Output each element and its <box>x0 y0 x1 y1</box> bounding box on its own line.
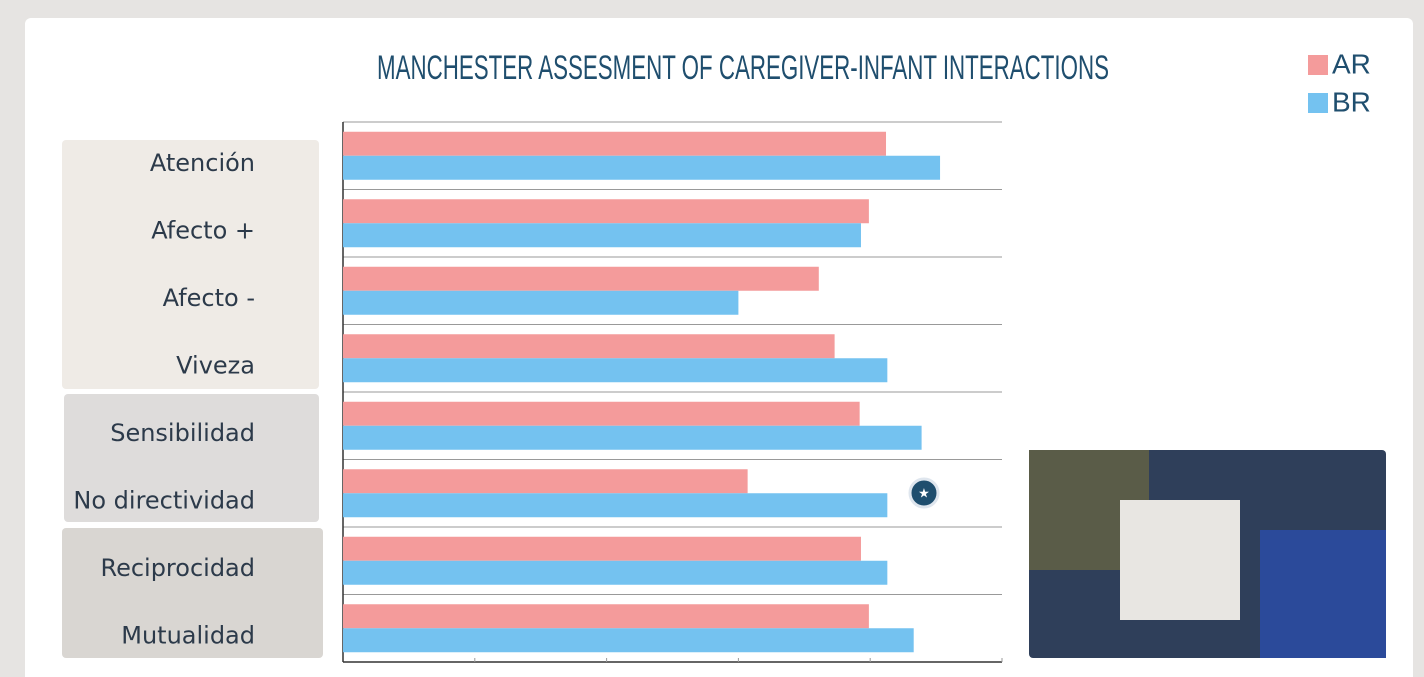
photo-detail <box>1120 500 1240 620</box>
chart-title: MANCHESTER ASSESMENT OF CAREGIVER-INFANT… <box>377 49 1109 87</box>
bar <box>343 223 861 247</box>
category-label: Afecto + <box>151 216 255 244</box>
chart: MANCHESTER ASSESMENT OF CAREGIVER-INFANT… <box>0 0 1424 677</box>
category-label: No directividad <box>73 486 255 514</box>
bar <box>343 426 922 450</box>
bar <box>343 628 914 652</box>
legend-label: BR <box>1332 86 1371 117</box>
page: MANCHESTER ASSESMENT OF CAREGIVER-INFANT… <box>0 0 1424 677</box>
bar <box>343 132 886 156</box>
photo-detail <box>1260 530 1386 658</box>
bar <box>343 291 738 315</box>
category-label: Reciprocidad <box>100 554 255 582</box>
bar <box>343 493 887 517</box>
legend-swatch <box>1308 55 1328 75</box>
bar <box>343 537 861 561</box>
bar <box>343 267 819 291</box>
category-label: Atención <box>150 149 255 177</box>
category-label: Sensibilidad <box>110 419 255 447</box>
bar <box>343 358 887 382</box>
bar <box>343 334 835 358</box>
bar <box>343 402 860 426</box>
category-label: Mutualidad <box>121 621 255 649</box>
bar <box>343 604 869 628</box>
legend-swatch <box>1308 93 1328 113</box>
legend-label: AR <box>1332 48 1371 79</box>
category-label: Viveza <box>176 351 255 379</box>
bar <box>343 561 887 585</box>
bar <box>343 199 869 223</box>
bar <box>343 156 940 180</box>
star-icon[interactable]: ★ <box>918 485 930 500</box>
category-label: Afecto - <box>163 284 255 312</box>
bar <box>343 469 748 493</box>
